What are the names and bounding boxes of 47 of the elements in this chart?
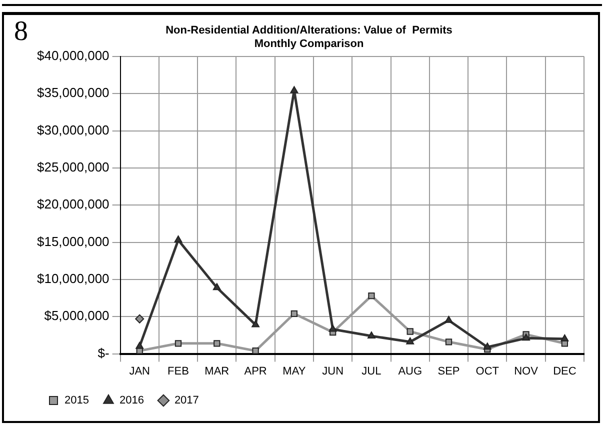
point xyxy=(290,310,298,317)
point xyxy=(252,348,259,354)
point xyxy=(212,283,221,290)
point xyxy=(252,320,260,328)
y-tick-label: $25,000,000 xyxy=(36,160,110,175)
x-tick-label: OCT xyxy=(476,365,500,378)
point xyxy=(406,328,414,335)
legend-label: 2017 xyxy=(174,394,199,407)
point xyxy=(560,334,569,342)
point xyxy=(483,342,492,350)
text: 8 xyxy=(14,16,28,48)
text: Non-Residential Addition/Alterations: Value of Permits xyxy=(166,24,452,37)
x-tick-label: NOV xyxy=(514,365,539,378)
y-tick-label: $15,000,000 xyxy=(36,234,110,249)
point xyxy=(174,340,182,347)
y-tick-label: $40,000,000 xyxy=(36,48,110,63)
x-tick-label: MAR xyxy=(204,365,230,378)
x-tick-label: JUN xyxy=(322,365,344,378)
y-tick-label: $30,000,000 xyxy=(36,122,110,138)
point xyxy=(214,340,220,347)
x-tick-label: FEB xyxy=(168,365,189,378)
y-tick-label: $10,000,000 xyxy=(36,271,110,286)
point xyxy=(290,86,298,94)
point xyxy=(368,292,375,300)
x-tick-label: DEC xyxy=(553,365,576,378)
x-tick-label: JUL xyxy=(362,365,382,378)
legend-label: 2016 xyxy=(119,394,144,407)
y-tick-label: $5,000,000 xyxy=(44,308,110,324)
x-tick-label: APR xyxy=(244,365,267,378)
text: Monthly Comparison xyxy=(254,38,364,50)
point xyxy=(328,324,337,332)
point xyxy=(174,236,182,243)
x-tick-label: SEP xyxy=(438,365,460,378)
x-tick-label: JAN xyxy=(129,365,150,378)
x-tick-label: AUG xyxy=(398,365,422,378)
point xyxy=(445,338,452,346)
point xyxy=(444,316,453,323)
y-tick-label: $- xyxy=(98,345,110,360)
y-tick-label: $35,000,000 xyxy=(36,85,110,100)
point xyxy=(406,337,414,344)
x-tick-label: MAY xyxy=(282,365,306,378)
point xyxy=(136,342,144,349)
point xyxy=(135,314,144,324)
point xyxy=(522,334,530,341)
point xyxy=(368,331,376,338)
y-tick-label: $20,000,000 xyxy=(36,196,110,212)
legend-label: 2015 xyxy=(64,394,89,407)
